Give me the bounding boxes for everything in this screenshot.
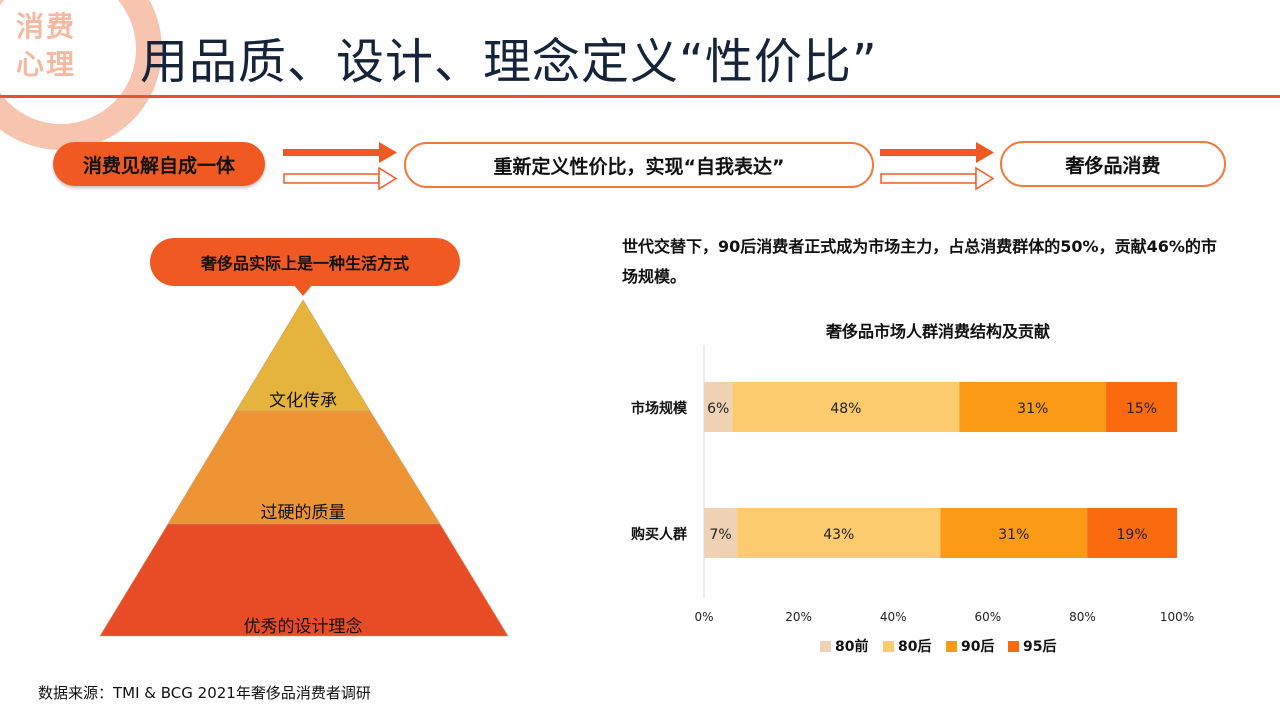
pyramid-bubble-tail	[293, 284, 313, 296]
x-tick-label: 40%	[880, 610, 907, 624]
flow-arrow-2	[880, 142, 995, 191]
legend-swatch	[1008, 641, 1019, 652]
pyramid-layer-bottom	[99, 523, 509, 637]
data-source: 数据来源：TMI & BCG 2021年奢侈品消费者调研	[38, 684, 371, 702]
legend-label: 90后	[961, 638, 994, 655]
bar-segment	[1106, 382, 1177, 432]
pyramid-bubble: 奢侈品实际上是一种生活方式	[150, 238, 460, 286]
chart-title: 奢侈品市场人群消费结构及贡献	[825, 322, 1050, 341]
legend-swatch	[883, 641, 894, 652]
flow-step-2: 重新定义性价比，实现“自我表达”	[404, 142, 874, 188]
bar-segment	[940, 508, 1088, 558]
bar-segment	[737, 508, 941, 558]
flow-step-1: 消费见解自成一体	[53, 142, 265, 186]
data-label: 31%	[1017, 401, 1048, 417]
legend-swatch	[820, 641, 831, 652]
pyramid-label-top: 文化传承	[269, 391, 337, 411]
corner-badge-line-2: 心理	[16, 48, 77, 81]
category-label: 购买人群	[631, 526, 687, 543]
corner-badge-line-1: 消费	[16, 10, 77, 43]
flow-arrow-1	[283, 142, 398, 191]
pyramid-label-middle: 过硬的质量	[260, 503, 346, 523]
x-tick-label: 0%	[694, 610, 713, 624]
bar-segment	[704, 382, 733, 432]
legend-label: 80前	[835, 638, 868, 655]
data-label: 48%	[830, 401, 861, 417]
category-label: 市场规模	[631, 400, 688, 417]
x-tick-label: 100%	[1160, 610, 1194, 624]
data-label: 19%	[1117, 527, 1148, 543]
data-label: 15%	[1126, 401, 1157, 417]
data-label: 6%	[707, 401, 729, 417]
legend-label: 95后	[1023, 638, 1056, 655]
x-tick-label: 60%	[974, 610, 1001, 624]
pyramid-label-bottom: 优秀的设计理念	[243, 617, 363, 637]
bar-segment	[704, 508, 738, 558]
x-tick-label: 80%	[1069, 610, 1096, 624]
bar-segment	[959, 382, 1107, 432]
data-label: 43%	[823, 527, 854, 543]
data-label: 7%	[709, 527, 731, 543]
legend-swatch	[946, 641, 957, 652]
bar-segment	[1087, 508, 1177, 558]
pyramid	[99, 299, 509, 637]
data-label: 31%	[998, 527, 1029, 543]
title-divider	[0, 95, 1280, 98]
flow-step-3: 奢侈品消费	[1000, 141, 1226, 187]
corner-badge: 消费 心理	[16, 8, 86, 84]
insight-text: 世代交替下，90后消费者正式成为市场主力，占总消费群体的50%，贡献46%的市场…	[622, 237, 1217, 286]
legend-label: 80后	[898, 638, 931, 655]
bar-segment	[732, 382, 960, 432]
page-title: 用品质、设计、理念定义“性价比”	[140, 34, 878, 90]
x-tick-label: 20%	[785, 610, 812, 624]
